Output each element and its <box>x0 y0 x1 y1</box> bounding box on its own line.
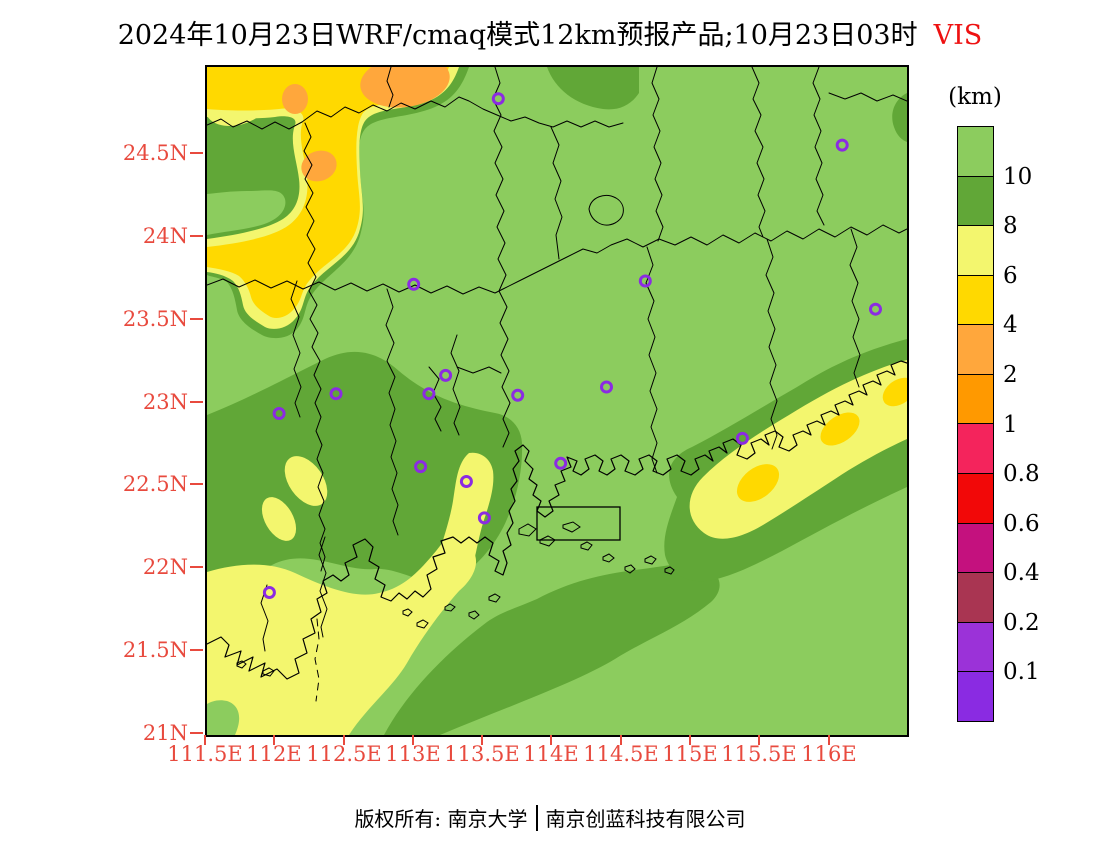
colorbar-label: 0.6 <box>1003 510 1040 537</box>
copyright-footer: 版权所有: 南京大学 南京创蓝科技有限公司 <box>0 803 1100 832</box>
station-marker <box>600 380 613 394</box>
station-marker <box>477 511 491 525</box>
colorbar-segment <box>957 473 994 524</box>
x-axis-tick <box>204 735 206 745</box>
station-marker <box>638 274 652 288</box>
colorbar-unit: (km) <box>948 84 1002 110</box>
fill-2-4km <box>282 67 450 182</box>
x-axis-label: 111.5E <box>167 742 243 766</box>
station-marker <box>439 368 453 382</box>
x-axis-label: 115E <box>662 742 718 766</box>
station-marker <box>414 460 428 474</box>
y-axis-tick <box>190 235 203 237</box>
y-axis-tick <box>190 566 203 568</box>
county-boundaries <box>207 67 907 702</box>
y-axis-tick <box>190 483 203 485</box>
hk-region-box <box>536 506 621 541</box>
station-marker <box>735 431 749 445</box>
x-axis-tick <box>343 735 345 745</box>
y-axis-label: 24.5N <box>122 141 188 165</box>
title-variable: VIS <box>933 20 983 51</box>
y-axis-label: 22.5N <box>122 472 188 496</box>
station-marker <box>262 586 276 599</box>
colorbar-segment <box>957 175 994 227</box>
y-axis-label: 24N <box>142 224 188 248</box>
colorbar-label: 8 <box>1003 213 1018 240</box>
station-marker <box>407 277 421 291</box>
x-axis-tick <box>273 735 275 745</box>
x-axis-tick <box>550 735 552 745</box>
x-axis-label: 113E <box>385 742 441 766</box>
x-axis-label: 115.5E <box>721 742 797 766</box>
x-axis-tick <box>758 735 760 745</box>
station-marker <box>835 138 849 152</box>
colorbar-segment <box>957 225 994 276</box>
x-axis-tick <box>689 735 691 745</box>
x-axis-label: 113.5E <box>444 742 520 766</box>
x-axis-label: 112E <box>246 742 302 766</box>
y-axis-tick <box>190 649 203 651</box>
footer-divider <box>535 804 538 831</box>
colorbar <box>957 126 994 722</box>
maritime-dashed-boundary <box>314 618 320 702</box>
colorbar-segment <box>957 522 994 574</box>
fill-4-6km <box>207 67 907 502</box>
y-axis-label: 23N <box>142 390 188 414</box>
colorbar-label: 0.8 <box>1003 461 1040 488</box>
colorbar-segment <box>957 274 994 326</box>
coastline <box>207 360 907 680</box>
colorbar-segment <box>957 423 994 475</box>
title-main: 2024年10月23日WRF/cmaq模式12km预报产品;10月23日03时 <box>117 20 918 51</box>
station-markers <box>262 92 882 599</box>
forecast-map <box>205 65 909 737</box>
islands <box>236 521 675 677</box>
x-axis-label: 116E <box>801 742 857 766</box>
colorbar-label: 4 <box>1003 312 1018 339</box>
colorbar-label: 0.4 <box>1003 560 1040 587</box>
station-marker <box>511 388 525 402</box>
colorbar-segment <box>957 621 994 673</box>
colorbar-label: 0.2 <box>1003 609 1040 636</box>
x-axis-tick <box>620 735 622 745</box>
footer-owner: 版权所有: 南京大学 <box>354 807 528 831</box>
x-axis-label: 112.5E <box>306 742 382 766</box>
colorbar-segment <box>957 671 994 722</box>
station-marker <box>459 475 473 488</box>
colorbar-label: 1 <box>1003 411 1018 438</box>
station-marker <box>554 456 568 470</box>
colorbar-label: 2 <box>1003 361 1018 388</box>
x-axis-label: 114.5E <box>583 742 659 766</box>
colorbar-label: 10 <box>1003 163 1033 190</box>
x-axis-tick <box>481 735 483 745</box>
y-axis-tick <box>190 401 203 403</box>
y-axis-label: 21N <box>142 721 188 745</box>
y-axis-tick <box>190 152 203 154</box>
y-axis-label: 21.5N <box>122 638 188 662</box>
station-marker <box>329 387 343 401</box>
x-axis-label: 114E <box>523 742 579 766</box>
station-marker <box>869 302 882 316</box>
page-title: 2024年10月23日WRF/cmaq模式12km预报产品;10月23日03时 V… <box>0 13 1100 52</box>
footer-company: 南京创蓝科技有限公司 <box>545 807 746 831</box>
map-canvas <box>207 67 907 735</box>
station-marker <box>422 387 436 401</box>
station-marker <box>491 92 505 106</box>
colorbar-label: 0.1 <box>1003 659 1040 686</box>
colorbar-segment <box>957 572 994 623</box>
colorbar-segment <box>957 126 994 177</box>
colorbar-segment <box>957 373 994 425</box>
x-axis-tick <box>828 735 830 745</box>
y-axis-label: 22N <box>142 555 188 579</box>
y-axis-label: 23.5N <box>122 307 188 331</box>
y-axis-tick <box>190 318 203 320</box>
station-marker <box>272 407 286 420</box>
colorbar-label: 6 <box>1003 262 1018 289</box>
x-axis-tick <box>412 735 414 745</box>
y-axis-tick <box>190 732 203 734</box>
colorbar-segment <box>957 324 994 375</box>
